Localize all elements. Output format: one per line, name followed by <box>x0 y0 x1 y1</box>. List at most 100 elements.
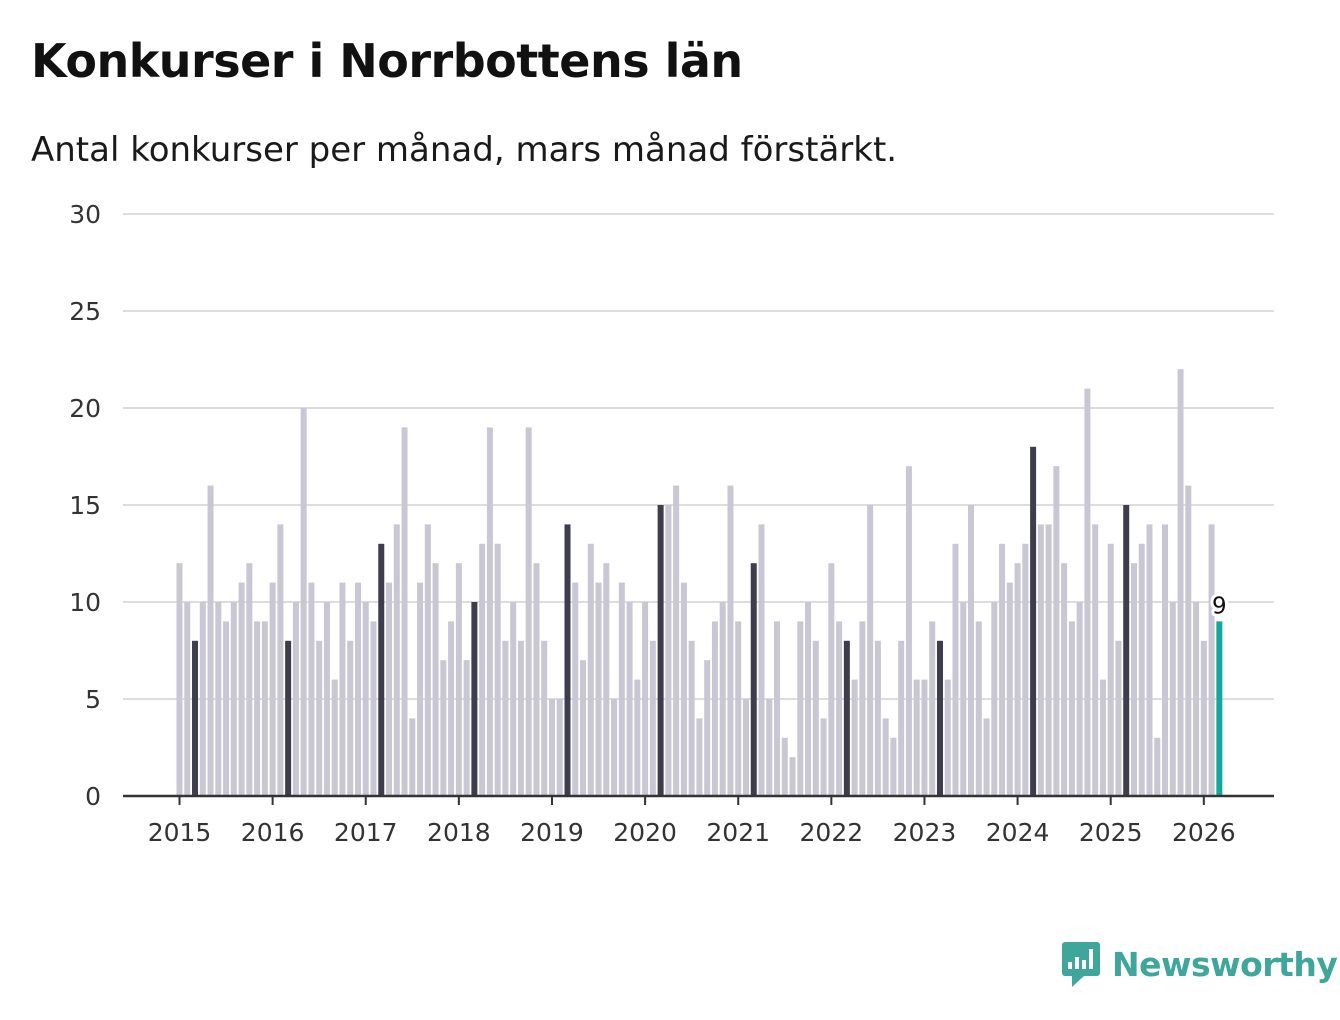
bar-2023-09 <box>983 718 990 796</box>
bar-2020-12 <box>727 485 734 796</box>
bar-2023-02 <box>929 621 936 796</box>
x-tick-label: 2022 <box>800 818 864 847</box>
x-tick-label: 2018 <box>427 818 491 847</box>
bar-2025-09 <box>1169 602 1176 796</box>
bar-2017-04 <box>386 582 393 796</box>
bar-2016-04 <box>292 602 299 796</box>
gridlines <box>123 213 1274 700</box>
bar-2023-10 <box>991 602 998 796</box>
y-tick-label: 0 <box>85 782 101 811</box>
bar-2018-07 <box>502 640 509 796</box>
bar-2017-12 <box>448 621 455 796</box>
bar-2025-02 <box>1115 640 1122 796</box>
bar-2020-01 <box>642 602 649 796</box>
bar-2021-12 <box>820 718 827 796</box>
bar-2015-02 <box>184 602 191 796</box>
bar-2016-11 <box>347 640 354 796</box>
bar-2022-05 <box>859 621 866 796</box>
bar-2016-06 <box>308 582 315 796</box>
y-tick-label: 5 <box>85 685 101 714</box>
bar-2017-01 <box>362 602 369 796</box>
bar-2015-06 <box>215 602 222 796</box>
bar-2025-03 <box>1123 505 1130 796</box>
bar-2021-06 <box>774 621 781 796</box>
x-tick-label: 2017 <box>334 818 398 847</box>
x-tick-label: 2021 <box>706 818 770 847</box>
x-tick-label: 2019 <box>520 818 584 847</box>
bar-2022-03 <box>843 640 850 796</box>
bar-2016-08 <box>323 602 330 796</box>
bar-2021-09 <box>797 621 804 796</box>
bar-2015-11 <box>254 621 261 796</box>
bar-2025-11 <box>1185 485 1192 796</box>
newsworthy-brand: Newsworthy <box>1060 940 1338 988</box>
bar-2016-07 <box>316 640 323 796</box>
bar-2025-04 <box>1130 563 1137 796</box>
bar-2018-05 <box>486 427 493 796</box>
bar-2015-09 <box>238 582 245 796</box>
bar-2024-03 <box>1030 446 1037 796</box>
bar-2024-10 <box>1084 388 1091 796</box>
bar-2019-07 <box>595 582 602 796</box>
bar-2024-02 <box>1022 543 1029 796</box>
bar-2022-06 <box>867 505 874 796</box>
bar-2020-07 <box>688 640 695 796</box>
x-tick-label: 2020 <box>613 818 677 847</box>
data-labels: 99 <box>1209 590 1230 622</box>
data-label-halo: 9 <box>1212 593 1227 619</box>
bar-2018-03 <box>471 602 478 796</box>
bar-2020-09 <box>704 660 711 796</box>
bar-2025-06 <box>1146 524 1153 796</box>
x-tick-label: 2016 <box>241 818 305 847</box>
bar-2019-09 <box>611 699 618 796</box>
bar-2020-05 <box>673 485 680 796</box>
bar-2022-02 <box>836 621 843 796</box>
bar-2018-09 <box>517 640 524 796</box>
x-tick-label: 2024 <box>986 818 1050 847</box>
bar-2024-11 <box>1092 524 1099 796</box>
bar-2021-02 <box>742 699 749 796</box>
bar-2019-03 <box>564 524 571 796</box>
bar-2019-08 <box>603 563 610 796</box>
bar-2018-04 <box>479 543 486 796</box>
bar-2017-03 <box>378 543 385 796</box>
bar-2025-08 <box>1162 524 1169 796</box>
bar-2023-12 <box>1006 582 1013 796</box>
bar-2024-05 <box>1045 524 1052 796</box>
bar-2020-06 <box>680 582 687 796</box>
y-tick-label: 20 <box>69 394 101 423</box>
data-label-latest: 9 <box>1212 593 1227 619</box>
bar-2016-02 <box>277 524 284 796</box>
bar-2025-10 <box>1177 369 1184 796</box>
bar-2021-03 <box>750 563 757 796</box>
bar-2018-10 <box>525 427 532 796</box>
chart-title: Konkurser i Norrbottens län <box>31 34 743 88</box>
bar-2019-12 <box>634 679 641 796</box>
bar-2024-06 <box>1053 466 1060 796</box>
bar-2025-12 <box>1193 602 1200 796</box>
bar-2022-12 <box>913 679 920 796</box>
bar-2024-04 <box>1037 524 1044 796</box>
bars <box>176 369 1223 796</box>
bar-2017-02 <box>370 621 377 796</box>
bar-2023-08 <box>975 621 982 796</box>
newsworthy-logo-icon <box>1062 942 1100 987</box>
bar-2021-04 <box>758 524 765 796</box>
bar-2019-01 <box>548 699 555 796</box>
bar-2015-07 <box>223 621 230 796</box>
bar-2019-06 <box>587 543 594 796</box>
bar-2016-01 <box>269 582 276 796</box>
bar-2021-07 <box>781 737 788 796</box>
bar-2020-03 <box>657 505 664 796</box>
bar-2016-12 <box>354 582 361 796</box>
bar-2018-02 <box>463 660 470 796</box>
bar-2020-11 <box>719 602 726 796</box>
bar-2023-04 <box>944 679 951 796</box>
bar-2026-01 <box>1200 640 1207 796</box>
bar-2021-08 <box>789 757 796 796</box>
bar-2022-01 <box>828 563 835 796</box>
bar-2022-04 <box>851 679 858 796</box>
bar-2018-01 <box>455 563 462 796</box>
bar-2017-06 <box>401 427 408 796</box>
